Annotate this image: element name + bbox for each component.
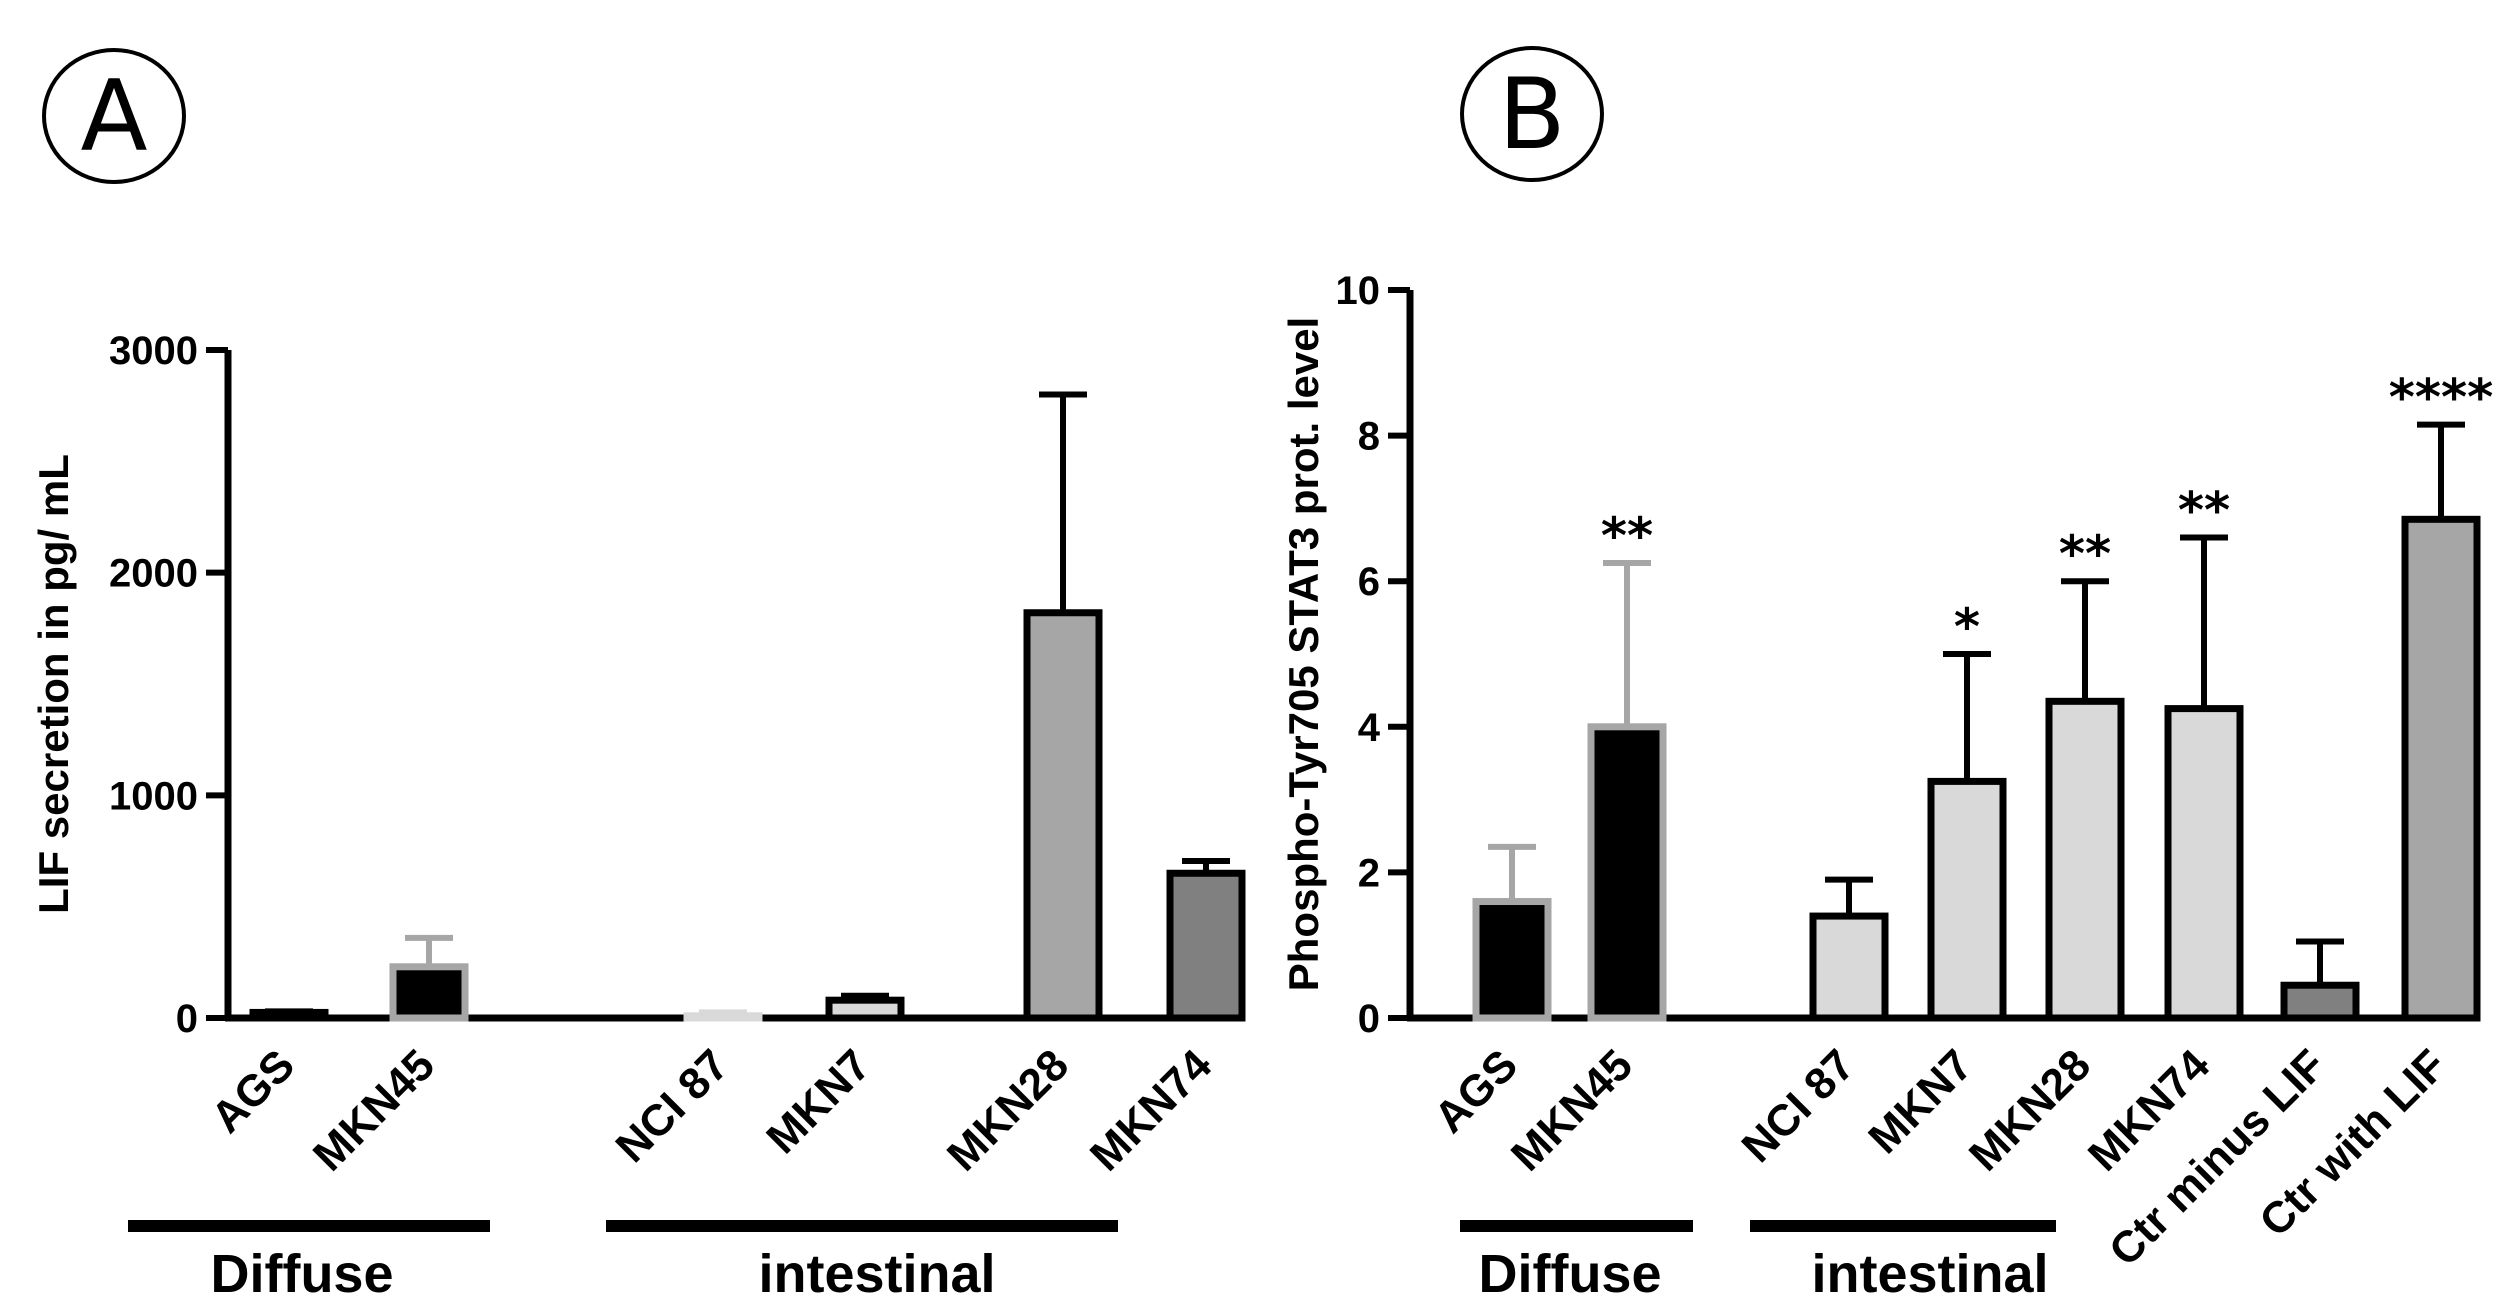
significance-label: **** xyxy=(2389,369,2494,427)
category-label-nci-87: NCI 87 xyxy=(1733,1040,1864,1171)
y-tick-label: 6 xyxy=(1358,560,1380,604)
group-label-intestinal: intestinal xyxy=(1811,1244,2048,1304)
y-tick-label: 2000 xyxy=(109,552,198,596)
category-label-ags: AGS xyxy=(1425,1040,1527,1142)
category-label-mkn45: MKN45 xyxy=(304,1040,444,1180)
panel-a-label: A xyxy=(42,48,186,184)
y-tick-label: 2 xyxy=(1358,851,1380,895)
y-tick-label: 0 xyxy=(176,997,198,1041)
category-label-mkn45: MKN45 xyxy=(1502,1040,1642,1180)
category-label-mkn7: MKN7 xyxy=(757,1040,880,1163)
group-label-diffuse: Diffuse xyxy=(210,1244,393,1304)
y-tick-label: 3000 xyxy=(109,329,198,373)
bar-mkn45 xyxy=(1587,723,1667,1022)
bar-mkn74 xyxy=(1166,869,1246,1022)
bar-nci-87 xyxy=(1809,912,1889,1022)
bar-mkn28 xyxy=(1023,609,1103,1022)
significance-label: ** xyxy=(2059,525,2111,583)
bar-mkn7 xyxy=(825,996,905,1022)
panel-a-letter: A xyxy=(80,60,147,174)
bar-ags xyxy=(1472,898,1552,1022)
bar-nci-87 xyxy=(683,1012,763,1022)
category-label-nci-87: NCI 87 xyxy=(607,1040,738,1171)
category-label-mkn74: MKN74 xyxy=(1081,1040,1221,1180)
category-label-mkn28: MKN28 xyxy=(938,1040,1078,1180)
significance-label: ** xyxy=(1601,507,1653,565)
significance-label: ** xyxy=(2178,482,2230,540)
panel-a-circle xyxy=(42,48,186,184)
bar-mkn74 xyxy=(2164,705,2244,1022)
bar-ctr-minus-lif xyxy=(2280,981,2360,1022)
y-tick-label: 4 xyxy=(1358,706,1381,750)
bar-ctr-with-lif xyxy=(2401,515,2481,1022)
bar-mkn28 xyxy=(2045,697,2125,1022)
y-tick-label: 8 xyxy=(1358,415,1380,459)
bar-mkn45 xyxy=(389,963,469,1022)
y-tick-label: 0 xyxy=(1358,997,1380,1041)
bar-ags xyxy=(249,1008,329,1022)
panel-b-letter: B xyxy=(1498,58,1565,172)
y-tick-label: 10 xyxy=(1336,269,1381,313)
y-axis-title: LIF secretion in pg/ mL xyxy=(30,454,77,914)
panel-b-label: B xyxy=(1460,46,1604,182)
group-label-diffuse: Diffuse xyxy=(1478,1244,1661,1304)
category-label-mkn28: MKN28 xyxy=(1960,1040,2100,1180)
category-label-ags: AGS xyxy=(202,1040,304,1142)
group-label-intestinal: intestinal xyxy=(758,1244,995,1304)
y-axis-title: Phospho-Tyr705 STAT3 prot. level xyxy=(1280,317,1327,991)
bar-mkn7 xyxy=(1927,777,2007,1022)
y-tick-label: 1000 xyxy=(109,774,198,818)
significance-label: * xyxy=(1954,598,1980,656)
panel-b-circle xyxy=(1460,46,1604,182)
